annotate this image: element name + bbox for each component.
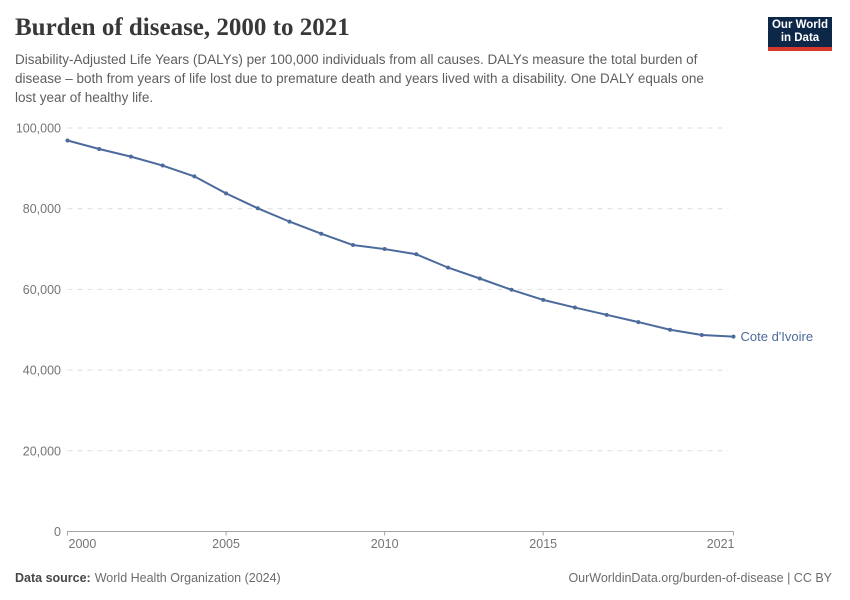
data-point-marker	[414, 252, 419, 257]
page-title: Burden of disease, 2000 to 2021	[15, 14, 350, 41]
data-point-marker	[350, 243, 355, 248]
data-point-marker	[636, 320, 641, 325]
data-point-marker	[255, 206, 260, 211]
y-axis-tick-label: 60,000	[23, 283, 61, 297]
x-axis-tick-label: 2015	[529, 537, 557, 551]
license-credit-link[interactable]: OurWorldinData.org/burden-of-disease | C…	[568, 571, 832, 585]
data-source-label: Data source:	[15, 571, 91, 585]
series-label[interactable]: Cote d'Ivoire	[741, 329, 814, 344]
data-source-value: World Health Organization (2024)	[94, 571, 281, 585]
chart-footer: Data source: World Health Organization (2…	[15, 571, 832, 585]
x-axis-tick-label: 2005	[212, 537, 240, 551]
data-point-marker	[128, 154, 133, 159]
owid-logo-line2: in Data	[780, 32, 820, 44]
data-point-marker	[287, 219, 292, 224]
chart-subtitle: Disability-Adjusted Life Years (DALYs) p…	[15, 52, 704, 105]
owid-logo[interactable]: Our World in Data	[768, 17, 832, 51]
data-point-marker	[477, 276, 482, 281]
data-point-marker	[224, 191, 229, 196]
data-point-marker	[382, 247, 387, 252]
data-point-marker	[192, 174, 197, 179]
chart-header: Burden of disease, 2000 to 2021 Disabili…	[15, 13, 740, 107]
x-axis-tick-label: 2010	[371, 537, 399, 551]
data-point-marker	[541, 297, 546, 302]
data-point-marker	[160, 163, 165, 168]
x-axis-tick-label: 2000	[69, 537, 97, 551]
data-point-marker	[97, 146, 102, 151]
y-axis-tick-label: 0	[54, 525, 61, 539]
data-source: Data source: World Health Organization (2…	[15, 571, 281, 585]
data-line[interactable]	[66, 139, 735, 338]
y-axis-tick-label: 20,000	[23, 444, 61, 458]
data-point-marker	[731, 334, 736, 339]
data-point-marker	[446, 265, 451, 270]
data-point-marker	[509, 287, 514, 292]
y-axis-tick-label: 100,000	[16, 122, 61, 136]
data-point-marker	[699, 332, 704, 337]
data-point-marker	[668, 327, 673, 332]
y-axis-tick-label: 40,000	[23, 364, 61, 378]
x-axis-tick-label: 2021	[707, 537, 735, 551]
owid-logo-line1: Our World	[771, 19, 828, 31]
data-point-marker	[319, 231, 324, 236]
y-axis-tick-label: 80,000	[23, 202, 61, 216]
data-point-marker	[604, 312, 609, 317]
data-point-marker	[572, 305, 577, 310]
data-point-marker	[65, 138, 70, 143]
